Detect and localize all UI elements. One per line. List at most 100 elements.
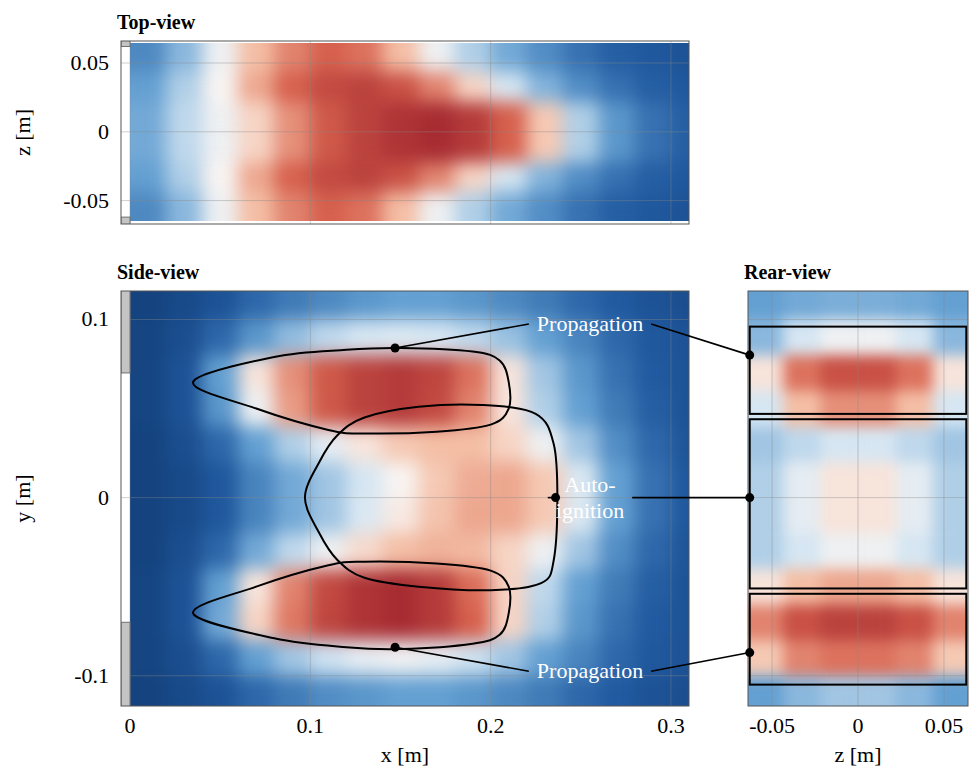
heat-cell bbox=[238, 102, 275, 131]
heat-cell bbox=[346, 391, 383, 427]
heat-cell bbox=[821, 640, 858, 676]
heat-cell bbox=[310, 569, 347, 605]
heat-cell bbox=[635, 163, 672, 192]
region-box bbox=[750, 419, 967, 588]
heat-cell bbox=[419, 102, 456, 131]
wall bbox=[121, 217, 130, 224]
heat-cell bbox=[274, 426, 311, 462]
heat-cell bbox=[748, 391, 784, 427]
panel-title: Rear-view bbox=[744, 261, 832, 283]
heat-cell bbox=[130, 72, 167, 101]
heat-cell bbox=[748, 462, 784, 498]
heat-cell bbox=[783, 498, 820, 534]
heat-cell bbox=[527, 355, 564, 391]
heat-cell bbox=[527, 533, 564, 569]
heat-cell bbox=[671, 192, 689, 221]
heat-cell bbox=[821, 391, 858, 427]
heat-cell bbox=[346, 569, 383, 605]
heat-cell bbox=[859, 569, 896, 605]
region-label: Propagation bbox=[537, 658, 643, 683]
heat-cell bbox=[455, 355, 492, 391]
heat-cell bbox=[166, 676, 203, 706]
heat-cell bbox=[933, 319, 968, 355]
heat-cell bbox=[897, 319, 934, 355]
heat-cell bbox=[821, 319, 858, 355]
heat-cell bbox=[346, 163, 383, 192]
heat-cell bbox=[310, 676, 347, 706]
heat-cell bbox=[933, 462, 968, 498]
heat-cell bbox=[130, 640, 167, 676]
region-contour bbox=[193, 562, 510, 650]
heat-cell bbox=[202, 102, 239, 131]
heat-cell bbox=[346, 291, 383, 320]
leader-line bbox=[651, 653, 750, 672]
heat-cell bbox=[382, 133, 419, 162]
heat-cell bbox=[455, 102, 492, 131]
heat-cell bbox=[274, 391, 311, 427]
tick-label: -0.05 bbox=[63, 188, 109, 213]
heat-cell bbox=[130, 391, 167, 427]
region-box bbox=[750, 327, 967, 414]
heat-cell bbox=[635, 533, 672, 569]
heat-cell bbox=[635, 355, 672, 391]
heat-cell bbox=[491, 462, 528, 498]
heat-cell bbox=[821, 533, 858, 569]
heat-cell bbox=[563, 355, 600, 391]
axis-title: z [m] bbox=[10, 109, 35, 156]
heat-cell bbox=[274, 163, 311, 192]
grid-line bbox=[772, 291, 773, 706]
heat-cell bbox=[455, 604, 492, 640]
tick-label: 0 bbox=[98, 119, 109, 144]
heat-cell bbox=[310, 604, 347, 640]
heat-cell bbox=[166, 498, 203, 534]
heat-cell bbox=[491, 498, 528, 534]
heat-cell bbox=[599, 426, 636, 462]
grid-line bbox=[130, 41, 131, 224]
heat-cell bbox=[897, 533, 934, 569]
heat-cell bbox=[382, 604, 419, 640]
heat-cell bbox=[671, 462, 689, 498]
region-label-line: Propagation bbox=[537, 658, 643, 683]
heat-cell bbox=[635, 43, 672, 72]
heat-cell bbox=[166, 291, 203, 320]
heat-cell bbox=[599, 72, 636, 101]
heat-cell bbox=[563, 102, 600, 131]
heat-cell bbox=[346, 640, 383, 676]
heat-cell bbox=[419, 291, 456, 320]
heat-cell bbox=[859, 640, 896, 676]
heat-cell bbox=[671, 291, 689, 320]
heat-cell bbox=[635, 391, 672, 427]
heat-cell bbox=[346, 102, 383, 131]
heat-cell bbox=[166, 355, 203, 391]
heat-cell bbox=[202, 640, 239, 676]
heat-cell bbox=[671, 640, 689, 676]
heat-cell bbox=[897, 569, 934, 605]
heat-cell bbox=[274, 533, 311, 569]
heat-cell bbox=[382, 462, 419, 498]
heat-cell bbox=[166, 133, 203, 162]
grid-line bbox=[670, 291, 671, 706]
heat-cell bbox=[859, 498, 896, 534]
heat-cell bbox=[671, 569, 689, 605]
heat-cell bbox=[671, 533, 689, 569]
panel-title: Top-view bbox=[117, 11, 196, 34]
heat-cell bbox=[202, 163, 239, 192]
heat-cell bbox=[166, 604, 203, 640]
heat-cell bbox=[859, 604, 896, 640]
heat-cell bbox=[748, 604, 784, 640]
heat-cell bbox=[599, 533, 636, 569]
heat-cell bbox=[671, 133, 689, 162]
heat-cell bbox=[202, 533, 239, 569]
heat-cell bbox=[933, 426, 968, 462]
heat-cell bbox=[346, 43, 383, 72]
heat-cell bbox=[419, 604, 456, 640]
heat-cell bbox=[202, 426, 239, 462]
region-box bbox=[750, 594, 967, 685]
heat-cell bbox=[274, 43, 311, 72]
heat-cell bbox=[310, 163, 347, 192]
heat-cell bbox=[859, 533, 896, 569]
heat-cell bbox=[897, 355, 934, 391]
heat-cell bbox=[455, 498, 492, 534]
heat-cell bbox=[635, 462, 672, 498]
heat-cell bbox=[783, 355, 820, 391]
